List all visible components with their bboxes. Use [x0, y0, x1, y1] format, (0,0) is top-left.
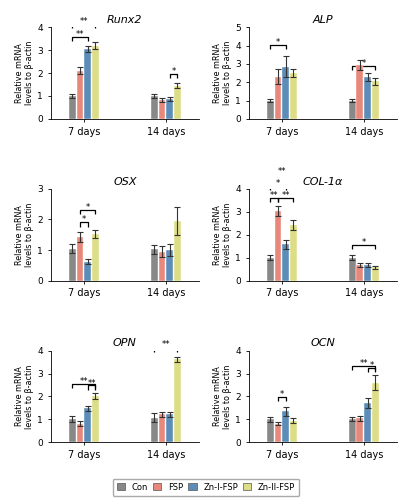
Bar	[174, 221, 181, 280]
Y-axis label: Relative mRNA
levels to β-actin: Relative mRNA levels to β-actin	[15, 364, 34, 428]
Text: *: *	[276, 38, 280, 46]
Bar	[356, 418, 363, 442]
Bar	[159, 414, 165, 442]
Bar	[267, 100, 274, 119]
Bar	[92, 46, 99, 119]
Y-axis label: Relative mRNA
levels to β-actin: Relative mRNA levels to β-actin	[213, 202, 232, 267]
Text: **: **	[278, 168, 286, 176]
Bar	[77, 424, 83, 442]
Bar	[349, 258, 356, 280]
Bar	[92, 234, 99, 280]
Bar	[267, 258, 274, 280]
Bar	[151, 96, 158, 119]
Bar	[356, 265, 363, 280]
Text: **: **	[87, 378, 96, 388]
Bar	[77, 70, 83, 119]
Bar	[349, 419, 356, 442]
Y-axis label: Relative mRNA
levels to β-actin: Relative mRNA levels to β-actin	[15, 41, 34, 105]
Title: OSX: OSX	[113, 176, 136, 186]
Bar	[372, 268, 379, 280]
Bar	[349, 100, 356, 119]
Bar	[364, 403, 371, 442]
Bar	[166, 98, 173, 119]
Text: *: *	[86, 202, 90, 211]
Bar	[282, 66, 289, 119]
Text: **: **	[80, 376, 88, 386]
Bar	[151, 250, 158, 280]
Legend: Con, FSP, Zn-I-FSP, Zn-II-FSP: Con, FSP, Zn-I-FSP, Zn-II-FSP	[112, 478, 300, 496]
Bar	[69, 96, 76, 119]
Bar	[356, 65, 363, 119]
Bar	[282, 244, 289, 280]
Bar	[290, 73, 297, 119]
Text: **: **	[80, 17, 88, 26]
Bar	[290, 420, 297, 442]
Y-axis label: Relative mRNA
levels to β-actin: Relative mRNA levels to β-actin	[213, 364, 232, 428]
Bar	[267, 420, 274, 442]
Bar	[84, 408, 91, 442]
Bar	[166, 250, 173, 280]
Text: *: *	[280, 390, 284, 399]
Bar	[364, 76, 371, 119]
Text: **: **	[76, 30, 84, 38]
Text: *: *	[276, 179, 280, 188]
Y-axis label: Relative mRNA
levels to β-actin: Relative mRNA levels to β-actin	[213, 41, 232, 105]
Bar	[69, 419, 76, 442]
Text: **: **	[281, 191, 290, 200]
Title: OCN: OCN	[310, 338, 335, 348]
Text: **: **	[162, 340, 170, 349]
Bar	[174, 86, 181, 119]
Text: **: **	[270, 191, 279, 200]
Bar	[159, 100, 165, 119]
Bar	[92, 396, 99, 442]
Bar	[166, 414, 173, 442]
Bar	[84, 49, 91, 119]
Title: COL-1α: COL-1α	[302, 176, 343, 186]
Text: *: *	[362, 238, 366, 248]
Bar	[274, 76, 281, 119]
Bar	[69, 248, 76, 280]
Text: *: *	[171, 67, 176, 76]
Y-axis label: Relative mRNA
levels to β-actin: Relative mRNA levels to β-actin	[15, 202, 34, 267]
Bar	[364, 264, 371, 280]
Text: *: *	[369, 360, 374, 370]
Bar	[290, 225, 297, 280]
Bar	[174, 360, 181, 442]
Title: OPN: OPN	[113, 338, 137, 348]
Text: *: *	[362, 59, 366, 68]
Bar	[159, 252, 165, 280]
Text: *: *	[82, 216, 86, 224]
Bar	[372, 82, 379, 119]
Bar	[84, 262, 91, 280]
Title: Runx2: Runx2	[107, 15, 143, 25]
Bar	[274, 210, 281, 280]
Bar	[372, 382, 379, 442]
Bar	[77, 237, 83, 281]
Title: ALP: ALP	[312, 15, 333, 25]
Bar	[151, 418, 158, 442]
Bar	[282, 412, 289, 442]
Bar	[274, 424, 281, 442]
Text: **: **	[359, 359, 368, 368]
